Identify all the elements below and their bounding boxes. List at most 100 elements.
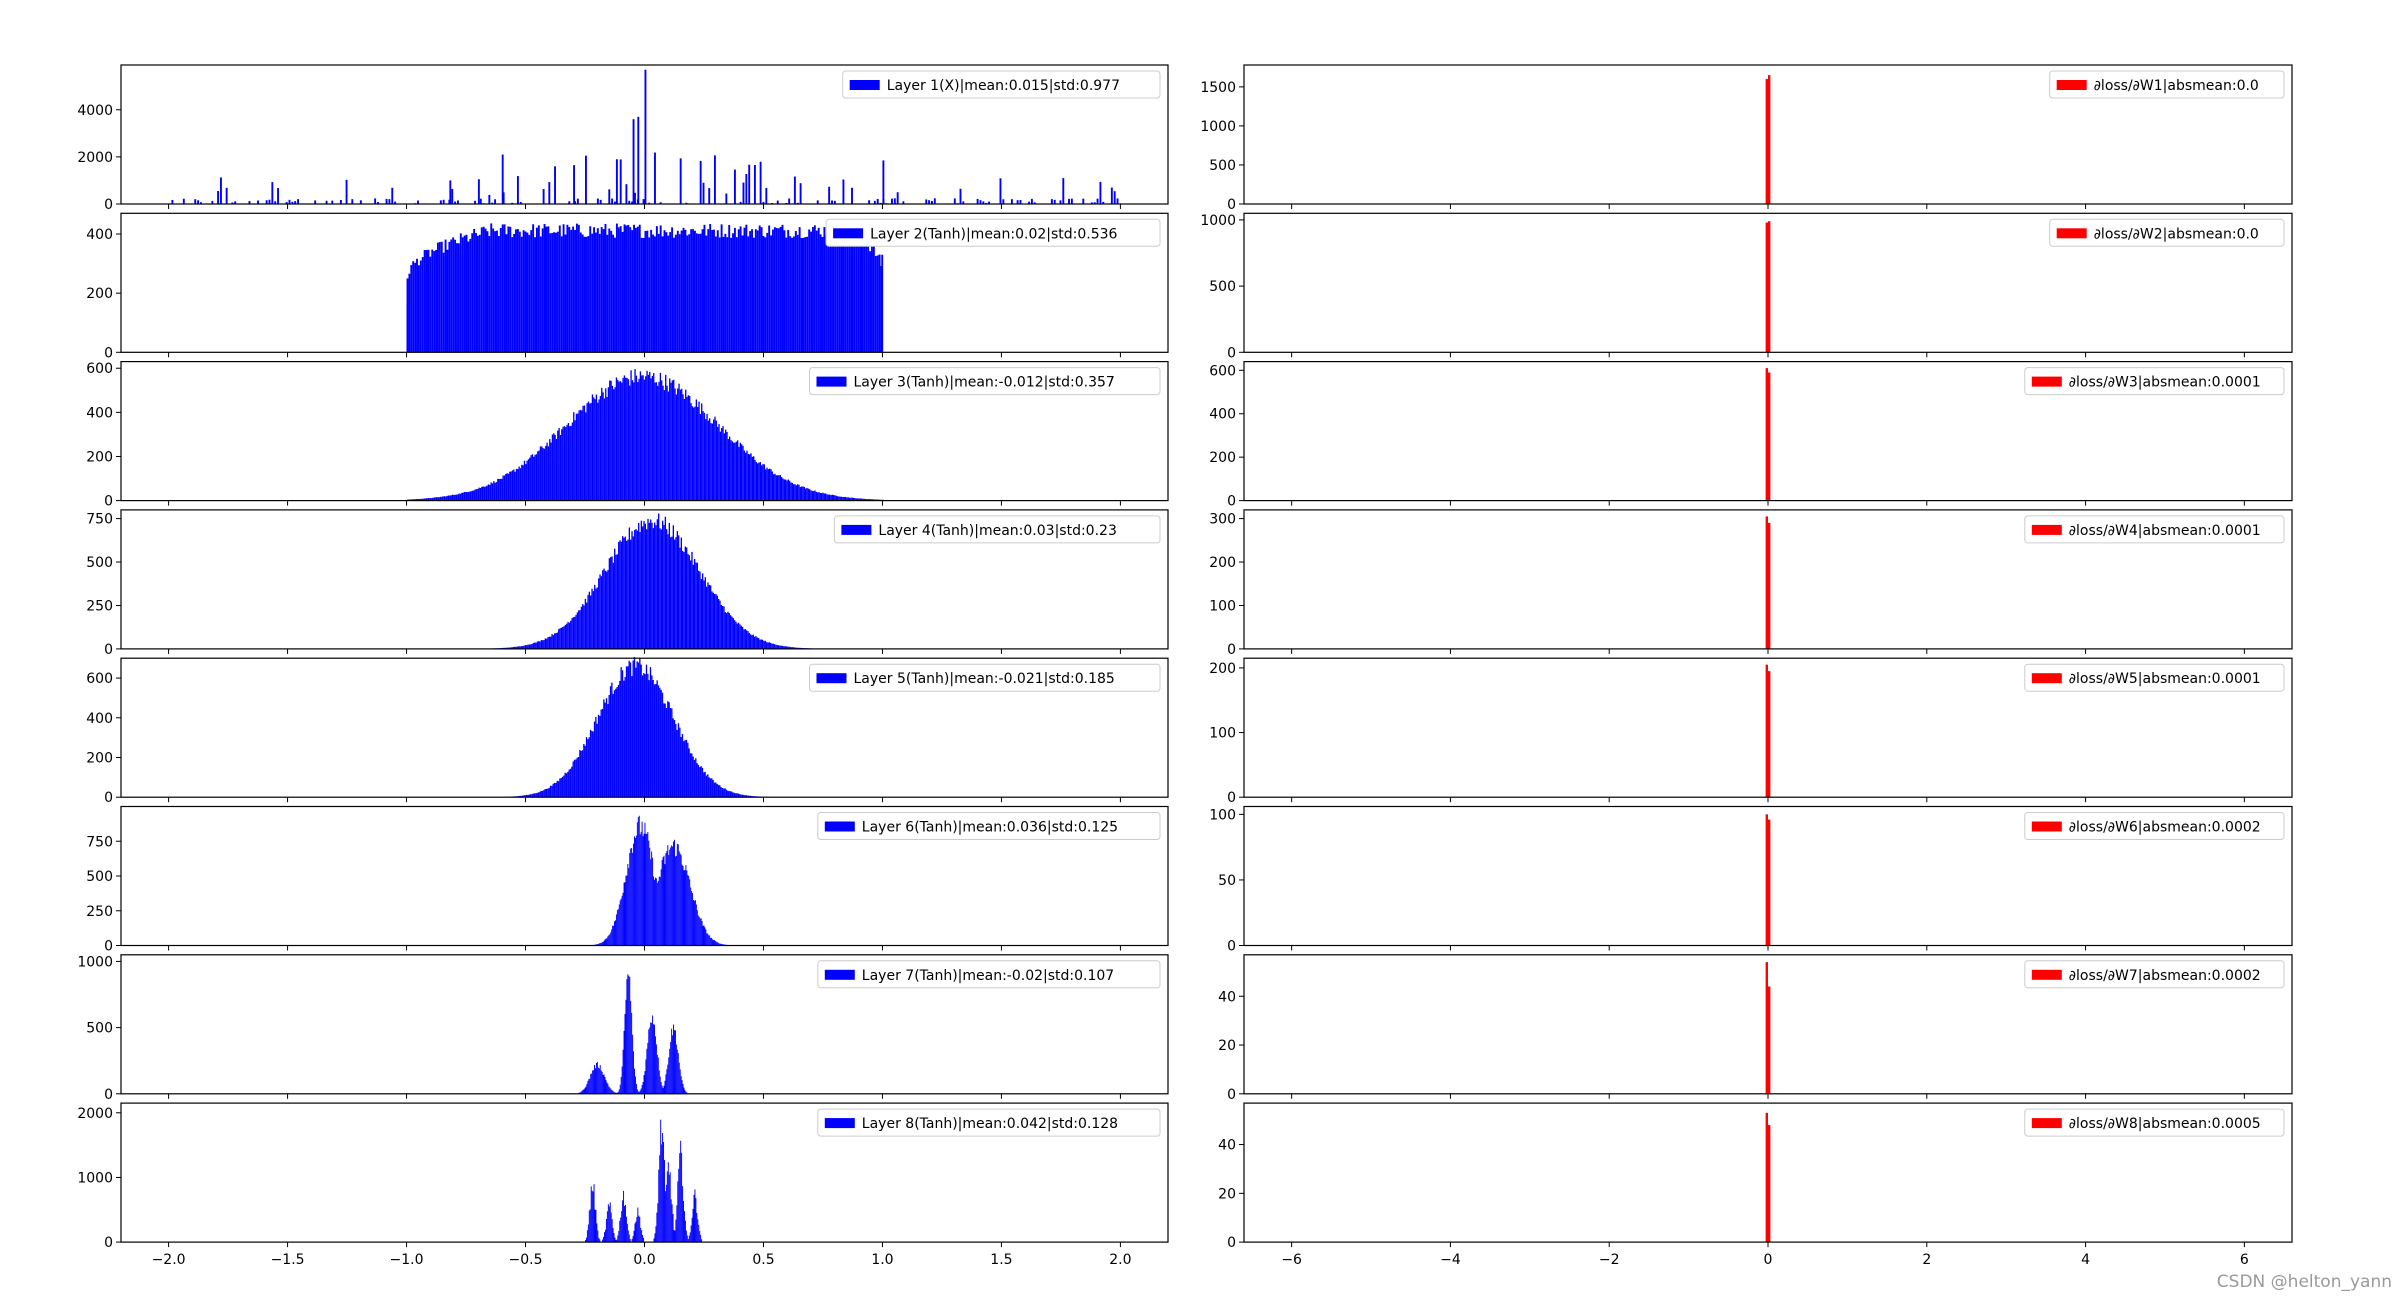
bar — [701, 1239, 703, 1243]
bar — [647, 374, 650, 501]
bar — [862, 498, 864, 501]
bar — [840, 496, 843, 501]
bar — [690, 1225, 692, 1243]
bar — [526, 645, 528, 649]
bar — [182, 198, 185, 204]
bar — [765, 642, 768, 649]
legend-swatch — [824, 969, 855, 980]
y-tick-label: 50 — [1218, 873, 1236, 889]
bar — [677, 1181, 679, 1243]
bar — [725, 789, 728, 798]
bar — [615, 1240, 617, 1243]
bar — [659, 1076, 661, 1094]
bar — [682, 1186, 684, 1243]
bar — [595, 1063, 597, 1094]
bar — [690, 403, 692, 501]
bar — [585, 737, 588, 798]
bar — [793, 176, 796, 204]
bar — [814, 490, 816, 501]
bar — [578, 610, 580, 649]
bar — [490, 223, 493, 353]
bar — [592, 1070, 594, 1094]
bar — [617, 379, 619, 501]
bar — [735, 237, 738, 353]
bar — [627, 974, 629, 1094]
bar — [638, 1091, 640, 1094]
bar — [747, 795, 749, 798]
bar — [679, 1069, 681, 1094]
bar — [694, 1189, 696, 1243]
bar — [709, 935, 711, 946]
bar — [696, 763, 698, 798]
bar — [825, 235, 828, 353]
bar — [693, 900, 695, 946]
bar — [618, 381, 620, 501]
bar — [548, 636, 551, 649]
legend-swatch — [816, 673, 847, 684]
bar — [823, 227, 826, 353]
bar — [688, 234, 691, 353]
bar — [700, 918, 702, 946]
bar — [604, 1232, 605, 1243]
bar — [581, 750, 584, 798]
bar — [217, 191, 220, 204]
bar — [442, 496, 444, 501]
bar — [792, 647, 794, 649]
bar — [683, 1087, 685, 1094]
bar — [632, 119, 635, 204]
bar — [597, 714, 600, 798]
bar — [626, 377, 628, 501]
bar — [729, 436, 731, 501]
bar — [669, 1172, 671, 1243]
bar — [765, 469, 767, 501]
bar — [388, 199, 391, 204]
bar — [515, 646, 517, 649]
bar — [655, 226, 658, 353]
bar — [810, 490, 812, 501]
bar — [551, 434, 554, 501]
bar — [501, 224, 504, 353]
bar — [467, 241, 470, 353]
bar — [637, 116, 640, 204]
bar — [626, 979, 628, 1094]
bar — [642, 199, 645, 204]
bar — [644, 69, 647, 205]
bar — [522, 645, 524, 649]
bar — [652, 528, 655, 649]
bar — [791, 237, 793, 353]
x-tick-label: 4 — [2081, 1252, 2090, 1268]
bar — [756, 230, 759, 353]
bar — [576, 198, 579, 204]
bar — [625, 999, 627, 1094]
bar — [816, 200, 819, 204]
bar — [607, 569, 609, 649]
bar — [564, 772, 566, 798]
bar — [677, 1053, 679, 1094]
bar — [593, 1184, 595, 1243]
bar — [231, 202, 234, 204]
bar — [626, 1223, 628, 1243]
bar — [433, 251, 436, 353]
bar — [417, 265, 420, 353]
bar — [622, 536, 624, 649]
bar — [672, 846, 674, 946]
bar — [689, 395, 691, 501]
legend-swatch — [824, 1118, 855, 1129]
left-bars-3 — [406, 369, 884, 501]
bar — [707, 229, 710, 353]
bar — [612, 1228, 614, 1243]
bar — [600, 576, 603, 649]
legend-label: Layer 4(Tanh)|mean:0.03|std:0.23 — [878, 523, 1116, 539]
bar — [658, 1169, 660, 1243]
bar — [764, 237, 767, 353]
bar — [440, 241, 443, 353]
bar — [601, 1071, 603, 1094]
bar — [587, 739, 589, 798]
bar — [609, 686, 612, 798]
y-tick-label: 750 — [86, 834, 113, 850]
bar — [469, 491, 471, 501]
bar — [769, 468, 771, 501]
bar — [483, 486, 486, 501]
